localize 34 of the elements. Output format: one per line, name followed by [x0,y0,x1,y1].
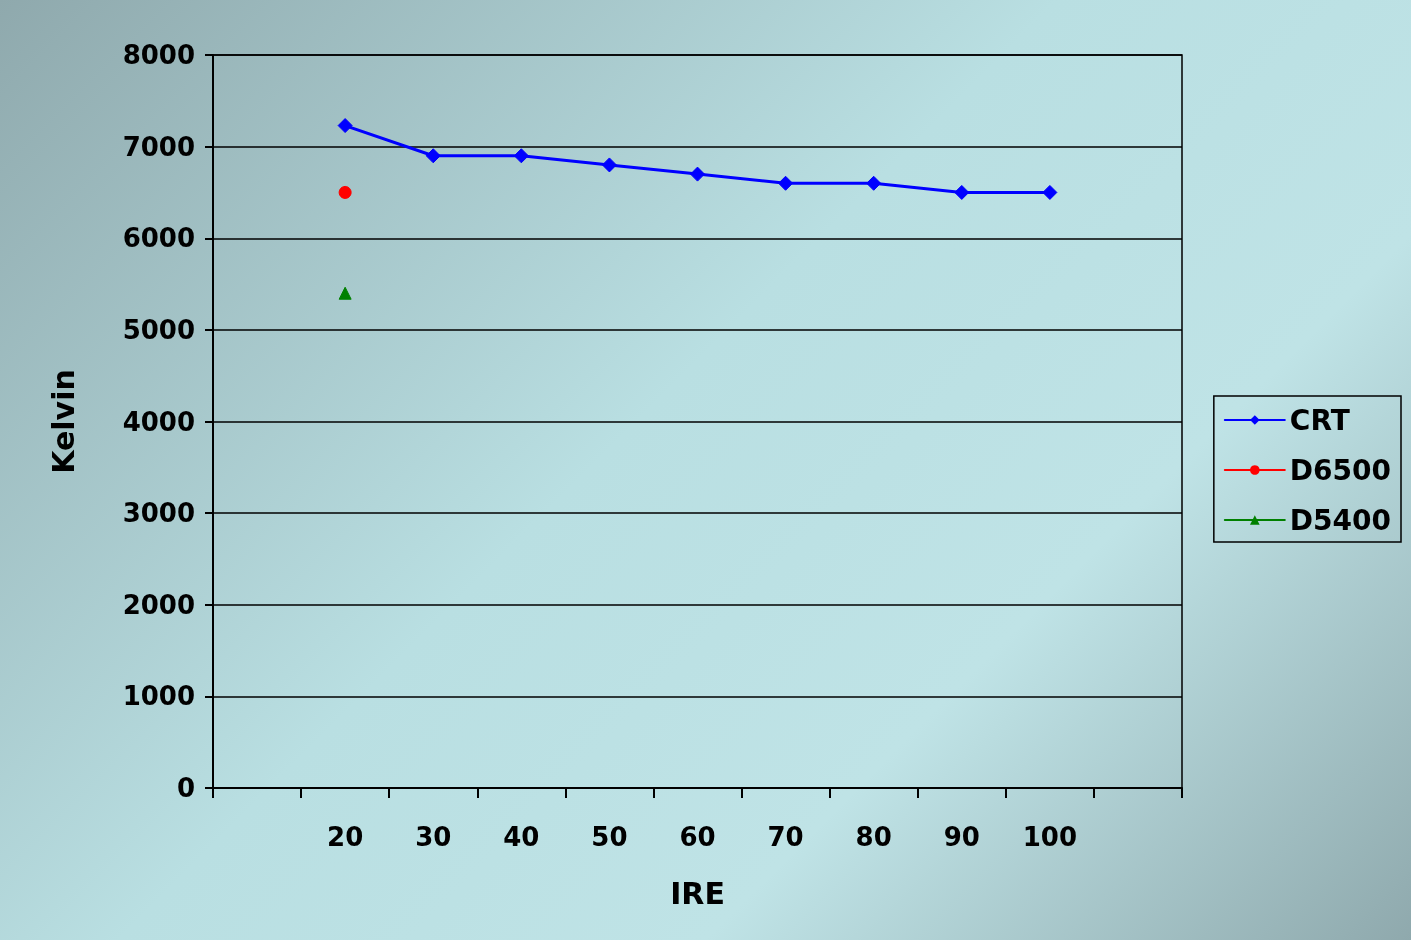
x-tick-label: 40 [503,822,540,852]
legend-label: D5400 [1289,503,1391,537]
point [690,166,705,182]
x-tick-label: 80 [855,822,892,852]
x-tick-label: 100 [1022,822,1077,852]
y-tick-label: 0 [176,773,195,803]
x-tick-label: 50 [591,822,628,852]
x-tick-label: 30 [415,822,452,852]
x-tick-label: 90 [943,822,980,852]
point [1042,184,1058,200]
point [513,148,529,164]
point [601,157,617,173]
point [866,175,882,191]
y-tick-label: 5000 [122,314,195,345]
point [338,286,352,300]
legend-label: D6500 [1289,453,1391,487]
point [338,185,352,199]
x-tick-label: 20 [327,822,364,852]
point [778,175,794,191]
x-tick-label: 70 [767,822,804,852]
point [425,148,441,164]
y-tick-label: 2000 [122,589,195,620]
y-tick-label: 4000 [122,406,195,437]
y-tick-label: 1000 [122,681,195,712]
point [954,184,970,200]
y-tick-label: 7000 [122,131,195,162]
y-tick-label: 3000 [122,498,195,529]
x-axis-title: IRE [670,875,725,911]
y-axis-title: Kelvin [45,369,81,474]
legend-label: CRT [1289,403,1350,437]
y-tick-label: 6000 [122,223,195,254]
x-tick-label: 60 [679,822,716,852]
point [337,118,353,134]
y-tick-label: 8000 [122,40,195,70]
